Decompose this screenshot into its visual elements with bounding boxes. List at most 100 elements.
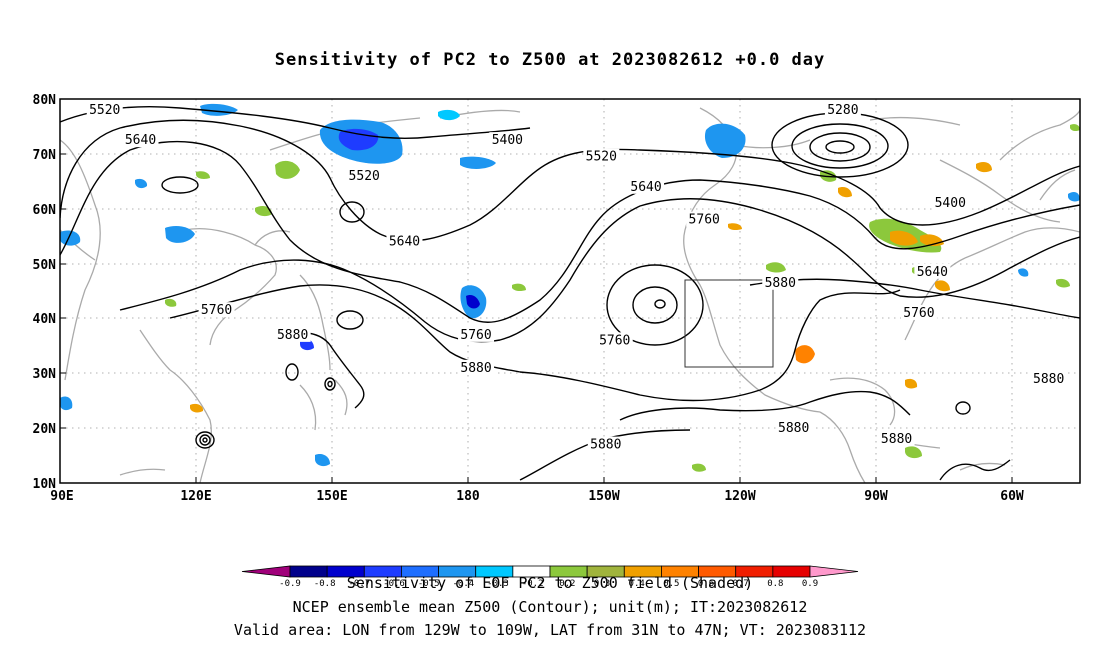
lat-label: 50N xyxy=(33,258,57,273)
contour-label: 5760 xyxy=(599,333,630,348)
caption-contour: NCEP ensemble mean Z500 (Contour); unit(… xyxy=(292,598,808,616)
positive-sensitivity-area xyxy=(728,223,742,231)
lat-label: 80N xyxy=(33,93,57,108)
coastlines xyxy=(60,107,1080,483)
lon-label: 180 xyxy=(456,489,480,504)
sensitivity-shading xyxy=(60,103,1080,472)
negative-sensitivity-area xyxy=(315,454,330,467)
colorbar-max-arrow xyxy=(809,565,859,578)
colorbar-tick-label: -0.8 xyxy=(314,579,336,589)
lat-label: 30N xyxy=(33,367,57,382)
negative-sensitivity-area xyxy=(460,156,496,169)
contour-label: 5760 xyxy=(201,303,232,318)
contour-label-bg xyxy=(458,326,495,342)
positive-sensitivity-area xyxy=(196,171,210,179)
contour-label-bg xyxy=(489,132,526,148)
contour-label: 5640 xyxy=(389,235,420,250)
contour-label-bg xyxy=(878,431,915,447)
contour-labels: 5520 5640 5400 5520 5520 5640 5760 5280 5400 5640… xyxy=(86,101,1067,453)
negative-sensitivity-area xyxy=(135,178,148,189)
positive-sensitivity-area xyxy=(692,463,706,472)
lon-label: 120W xyxy=(724,489,755,504)
lat-label: 10N xyxy=(33,477,57,492)
positive-sensitivity-area xyxy=(512,283,526,292)
negative-sensitivity-area xyxy=(1018,268,1029,277)
valid-area-box xyxy=(684,279,774,368)
tick-marks xyxy=(60,98,1013,484)
contour-label-bg xyxy=(122,132,159,148)
lon-label: 150E xyxy=(316,489,347,504)
colorbar-tick-label: 0.8 xyxy=(767,579,783,589)
contour-label: 5520 xyxy=(586,150,617,165)
colorbar-tick-label: 0.2 xyxy=(559,579,575,589)
contour-label-bg xyxy=(824,101,861,117)
negative-sensitivity-area xyxy=(466,294,480,309)
negative-sensitivity-area xyxy=(60,230,81,246)
contour-label-bg xyxy=(775,420,812,436)
positive-sensitivity-area xyxy=(795,345,815,364)
positive-sensitivity-area xyxy=(976,162,992,173)
contour-label: 5280 xyxy=(827,103,858,118)
longitude-labels: 90E 120E 150E 180 150W 120W 90W 60W xyxy=(50,489,1024,504)
lat-label: 20N xyxy=(33,422,57,437)
colorbar-tick-label: -0.6 xyxy=(383,579,405,589)
latitude-labels: 80N 70N 60N 50N 40N 30N 20N 10N xyxy=(33,93,57,492)
contour-label-bg xyxy=(386,233,423,249)
colorbar-tick-label: 0.4 xyxy=(629,579,645,589)
contour-label: 5880 xyxy=(1033,372,1064,387)
contour-label: 5880 xyxy=(277,328,308,343)
positive-sensitivity-area xyxy=(905,446,922,459)
contour-label: 5880 xyxy=(590,438,621,453)
contour-label-bg xyxy=(346,167,383,183)
contour-label-bg xyxy=(587,436,624,452)
colorbar-tick-label: 0.9 xyxy=(802,579,818,589)
contour-label-bg xyxy=(198,302,235,318)
colorbar-tick-label: -0.5 xyxy=(418,579,440,589)
caption-valid-area: Valid area: LON from 129W to 109W, LAT f… xyxy=(233,621,867,639)
caption-shading: Sensitivity of EOF PC2 to Z500 field (Sh… xyxy=(346,574,754,592)
contour-label: 5640 xyxy=(630,180,661,195)
negative-sensitivity-area xyxy=(165,226,195,243)
negative-sensitivity-area xyxy=(704,123,746,158)
positive-sensitivity-area xyxy=(190,403,204,413)
positive-sensitivity-area xyxy=(838,186,852,198)
negative-sensitivity-area xyxy=(438,109,460,121)
colorbar-tick-label: -0.7 xyxy=(348,579,370,589)
contour-label-bg xyxy=(274,326,311,342)
contour-label-bg xyxy=(932,195,969,211)
positive-sensitivity-area xyxy=(935,280,950,292)
contour-label: 5520 xyxy=(349,169,380,184)
positive-sensitivity-area xyxy=(165,298,177,307)
contour-label: 5400 xyxy=(935,196,966,211)
colorbar-tick-label: -0.4 xyxy=(452,579,474,589)
lat-label: 60N xyxy=(33,203,57,218)
contour-label: 5520 xyxy=(89,103,120,118)
contour-label: 5640 xyxy=(917,265,948,280)
colorbar-tick-label: 0.3 xyxy=(594,579,610,589)
positive-sensitivity-area xyxy=(1056,278,1070,288)
colorbar-tick-label: -0.9 xyxy=(279,579,301,589)
negative-sensitivity-area xyxy=(60,396,73,411)
contour-label-bg xyxy=(914,263,951,279)
contour-label-bg xyxy=(762,274,799,290)
lon-label: 90W xyxy=(864,489,888,504)
contour-label: 5880 xyxy=(460,361,491,376)
contour-label: 5640 xyxy=(125,133,156,148)
lat-label: 70N xyxy=(33,148,57,163)
positive-sensitivity-area xyxy=(766,262,786,273)
negative-sensitivity-area xyxy=(1068,192,1080,202)
colorbar-tick-label: 0.5 xyxy=(663,579,679,589)
positive-sensitivity-area xyxy=(255,206,272,217)
colorbar-tick-label: 0.6 xyxy=(698,579,714,589)
contour-label: 5760 xyxy=(689,213,720,228)
map-title: Sensitivity of PC2 to Z500 at 2023082612… xyxy=(274,50,826,70)
positive-sensitivity-area xyxy=(1070,124,1080,132)
contour-label-bg xyxy=(686,211,723,227)
lon-label: 120E xyxy=(180,489,211,504)
contour-label-bg xyxy=(628,178,665,194)
contour-label-bg xyxy=(458,359,495,375)
negative-sensitivity-area xyxy=(338,128,379,151)
contour-label: 5760 xyxy=(903,306,934,321)
contour-label-bg xyxy=(900,304,937,320)
